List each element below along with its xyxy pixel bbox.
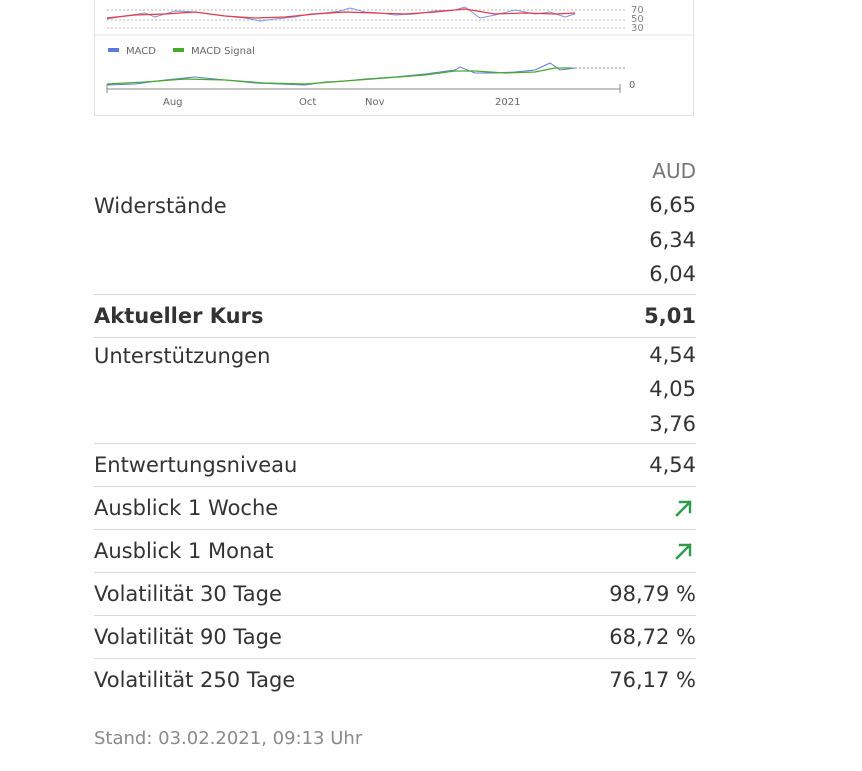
arrow-up-right-icon [672,496,696,520]
resistance-value: 6,34 [649,227,696,252]
current-price-label: Aktueller Kurs [94,303,264,328]
x-label-2021: 2021 [495,97,520,108]
supports-label: Unterstützungen [94,343,271,368]
support-value: 4,54 [649,342,696,367]
currency-label: AUD [652,159,696,183]
resistance-value: 6,04 [649,262,696,286]
devaluation-label: Entwertungsniveau [94,453,298,477]
legend-macd-signal-label: MACD Signal [191,46,255,57]
key-figures-table: AUD Widerstände 6,65 6,34 6,04 Aktueller… [94,154,696,701]
resistance-value: 6,65 [649,193,696,217]
resistances-label: Widerstände [94,194,227,218]
legend-macd-signal-swatch [173,48,184,52]
devaluation-value: 4,54 [649,453,696,477]
supports-values: 4,54 4,05 3,76 [649,338,696,442]
supports-row: Unterstützungen 4,54 4,05 3,76 [94,338,696,444]
volatility-90-label: Volatilität 90 Tage [94,625,282,649]
technical-chart: 70 50 30 MACD MACD Signal 0 Aug Oct Nov … [94,0,695,116]
outlook-week-row: Ausblick 1 Woche [94,487,696,530]
resistances-values: 6,65 6,34 6,04 [649,188,696,292]
volatility-250-value: 76,17 % [609,668,696,692]
support-value: 3,76 [649,411,696,436]
volatility-250-label: Volatilität 250 Tage [94,668,296,692]
rsi-red-line [106,8,576,19]
currency-header: AUD [94,154,696,188]
volatility-30-label: Volatilität 30 Tage [94,582,282,606]
x-label-aug: Aug [163,97,183,108]
support-value: 4,05 [649,377,696,401]
outlook-month-row: Ausblick 1 Monat [94,530,696,573]
legend-macd-swatch [108,48,119,52]
volatility-90-value: 68,72 % [609,625,696,649]
rsi-label-70: 70 [631,5,644,16]
macd-zero-label: 0 [629,80,635,91]
arrow-up-right-icon [672,539,696,563]
chart-svg: 70 50 30 MACD MACD Signal 0 Aug Oct Nov … [95,5,695,108]
rsi-label-50: 50 [631,14,644,25]
macd-signal-line [106,67,571,85]
devaluation-row: Entwertungsniveau 4,54 [94,444,696,487]
volatility-30-row: Volatilität 30 Tage 98,79 % [94,573,696,616]
volatility-250-row: Volatilität 250 Tage 76,17 % [94,659,696,701]
volatility-30-value: 98,79 % [609,582,696,606]
volatility-90-row: Volatilität 90 Tage 68,72 % [94,616,696,659]
current-price-value: 5,01 [644,303,696,328]
legend-macd-label: MACD [126,46,156,57]
resistances-row: Widerstände 6,65 6,34 6,04 [94,188,696,295]
timestamp-note: Stand: 03.02.2021, 09:13 Uhr [94,728,363,749]
current-price-row: Aktueller Kurs 5,01 [94,295,696,338]
rsi-label-30: 30 [631,23,644,34]
x-label-oct: Oct [299,97,316,108]
outlook-month-label: Ausblick 1 Monat [94,539,274,563]
x-label-nov: Nov [365,97,385,108]
outlook-week-label: Ausblick 1 Woche [94,496,279,520]
